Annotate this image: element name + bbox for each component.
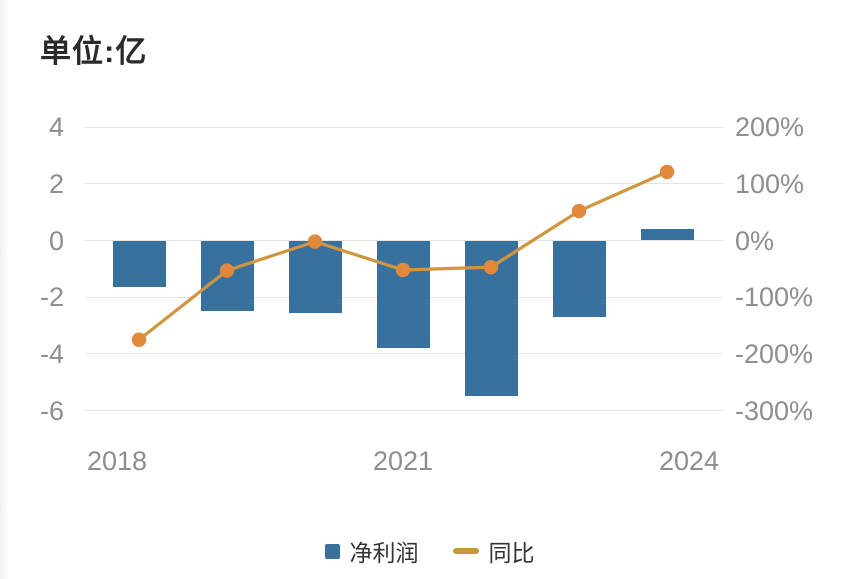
chart-title: 单位:亿 (40, 34, 148, 69)
left-axis-tick: 4 (48, 112, 64, 143)
left-axis-tick: -2 (39, 282, 64, 313)
right-axis-tick: -300% (735, 395, 814, 426)
left-edge-shadow (0, 0, 8, 579)
yoy-point: 2020 同比: -2% (307, 234, 323, 249)
left-axis-tick: -4 (39, 338, 64, 369)
right-axis-tick: 0% (735, 225, 775, 256)
legend-item-net-profit[interactable]: 净利润 (324, 534, 419, 568)
gridline (85, 126, 723, 128)
right-axis-tick: 200% (735, 112, 805, 143)
net-profit-bar (376, 240, 430, 349)
x-axis-tick: 2024 (658, 446, 720, 476)
net-profit-bar (552, 240, 606, 318)
yoy-point: 2022 同比: -47% (483, 259, 499, 275)
left-axis-tick: 2 (48, 168, 64, 199)
gridline (85, 410, 723, 412)
legend-label: 净利润 (349, 540, 419, 566)
yoy-point: 2024 同比: 121% (659, 164, 675, 180)
yoy-point: 2018 同比: -175% (131, 332, 147, 347)
yoy-line (138, 170, 668, 341)
right-axis-tick: 100% (735, 168, 805, 199)
legend-item-yoy[interactable]: 同比 (452, 534, 535, 568)
legend-label: 同比 (488, 540, 535, 566)
left-axis-tick: 0 (48, 225, 64, 256)
x-axis-tick: 2021 (372, 446, 434, 476)
line-dash-icon (452, 548, 479, 554)
yoy-point: 2023 同比: 52% (571, 203, 587, 219)
yoy-point: 2019 同比: -53% (219, 263, 235, 278)
bar-square-icon (324, 543, 340, 559)
yoy-point: 2021 同比: -52% (395, 262, 411, 278)
net-profit-bar (112, 240, 166, 288)
net-profit-bar (640, 228, 694, 241)
x-axis-tick: 2018 (86, 446, 148, 476)
gridline (85, 353, 723, 355)
net-profit-bar (288, 240, 342, 313)
right-axis-tick: -100% (735, 282, 814, 313)
right-axis-tick: -200% (735, 338, 814, 369)
chart-legend: 净利润 同比 (0, 534, 859, 568)
left-axis-tick: -6 (39, 395, 64, 426)
gridline (85, 183, 723, 185)
